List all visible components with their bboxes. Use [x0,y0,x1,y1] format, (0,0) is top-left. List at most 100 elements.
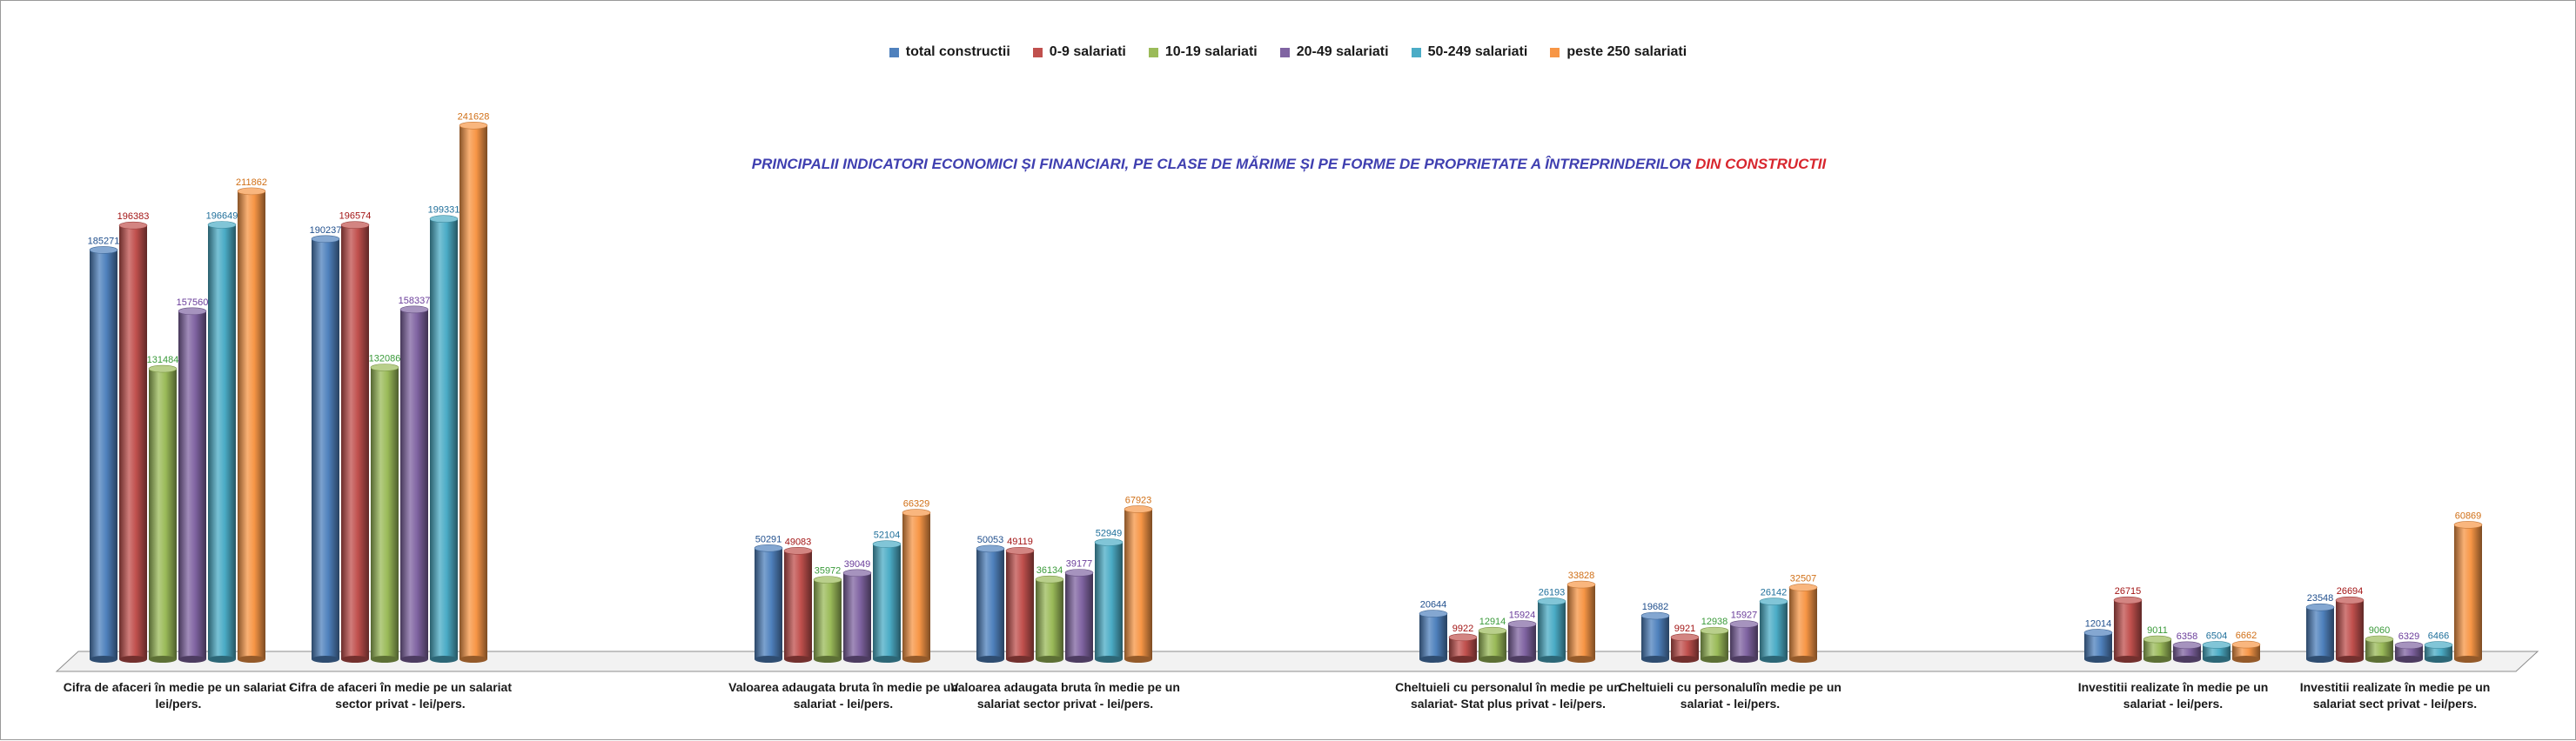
legend-swatch [1032,47,1043,57]
bar [1759,597,1788,663]
bar-top [1788,584,1818,591]
data-label: 66329 [903,499,930,510]
bar-base [2203,656,2231,663]
bar [429,215,459,663]
bar-base [2395,656,2423,663]
bar-body [208,224,236,659]
bar-base [1508,656,1536,663]
chart-title-accent: DIN CONSTRUCTII [1695,156,1827,172]
bar-base [2084,656,2112,663]
bar-body [873,544,901,659]
bar [1064,569,1094,663]
bar-top [399,305,429,314]
legend-label: total constructii [905,44,1010,59]
x-tick-label: Cifra de afaceri în medie pe un salariat… [63,680,294,711]
bar-body [1419,613,1447,659]
data-label: 19682 [1642,602,1669,612]
bar-base [119,656,147,663]
bar [2335,596,2365,663]
bar [2083,629,2113,663]
bar-top [1670,633,1700,642]
bar-top [2172,641,2202,650]
bar [2305,603,2335,663]
data-label: 15924 [1509,611,1536,621]
bar-base [1065,656,1093,663]
bar-top [1064,569,1094,577]
bar-top [1419,610,1448,618]
bar [118,221,148,663]
bar-top [178,307,207,316]
bar [902,509,931,663]
data-label: 9921 [1674,624,1695,634]
bar-base [755,656,782,663]
bar [1788,584,1818,663]
data-label: 131484 [147,355,179,365]
bar-body [843,572,871,659]
bar-top [1448,633,1478,642]
bar-top [1035,575,1064,584]
bar-base [1760,656,1788,663]
bar [1005,546,1035,663]
bar [2202,641,2231,663]
bar-top [2113,596,2143,604]
data-label: 26142 [1761,588,1788,598]
bar-body [784,551,812,659]
bar-top [340,221,370,230]
bar [207,221,237,663]
bar [783,547,813,663]
bar [370,364,399,663]
data-label: 6504 [2206,631,2227,641]
bar-top [2202,641,2231,649]
bar-base [1124,656,1152,663]
bar-base [1036,656,1063,663]
legend-swatch [1148,47,1158,57]
bar-body [1479,631,1506,659]
bar-base [2114,656,2142,663]
legend-label: 20-49 salariati [1296,44,1389,59]
bar-body [1036,579,1063,659]
bar-body [902,512,930,659]
bar-top [1478,626,1507,635]
bar-base [2143,656,2171,663]
bar-base [430,656,458,663]
bar [1729,620,1759,663]
bar [1670,633,1700,663]
bar-top [1507,620,1537,628]
bar-body [119,225,147,659]
x-tick-label: Cheltuieli cu personalul în medie pe un … [1395,680,1621,711]
bar-top [1700,626,1729,635]
data-label: 50291 [755,534,782,544]
x-tick-label: Investitii realizate în medie pe un sala… [2077,680,2269,711]
bar-top [148,364,178,373]
bar-body [1701,631,1728,659]
bar-body [238,190,265,660]
data-label: 190237 [310,225,342,236]
data-label: 39049 [844,559,871,570]
data-label: 196383 [117,211,150,222]
bar-base [400,656,428,663]
bar-top [902,509,931,517]
bar-top [2424,641,2453,649]
bar-base [2454,656,2482,663]
bar-body [2143,639,2171,659]
legend-item: 20-49 salariati [1279,44,1389,60]
bar [842,569,872,663]
bar-body [2232,644,2260,659]
bar [340,221,370,663]
bar-body [1641,616,1669,659]
bar-top [2305,603,2335,611]
bar-body [2454,524,2482,659]
legend: total constructii 0-9 salariati 10-19 sala… [1,44,2575,60]
bar-base [1671,656,1699,663]
data-label: 33828 [1568,571,1595,581]
data-label: 6358 [2177,631,2197,642]
data-label: 36134 [1036,565,1063,576]
bar [399,305,429,663]
bar [1566,580,1596,663]
data-label: 26694 [2337,586,2364,597]
bar-body [2173,644,2201,659]
bar-base [1567,656,1595,663]
bar [459,121,488,663]
